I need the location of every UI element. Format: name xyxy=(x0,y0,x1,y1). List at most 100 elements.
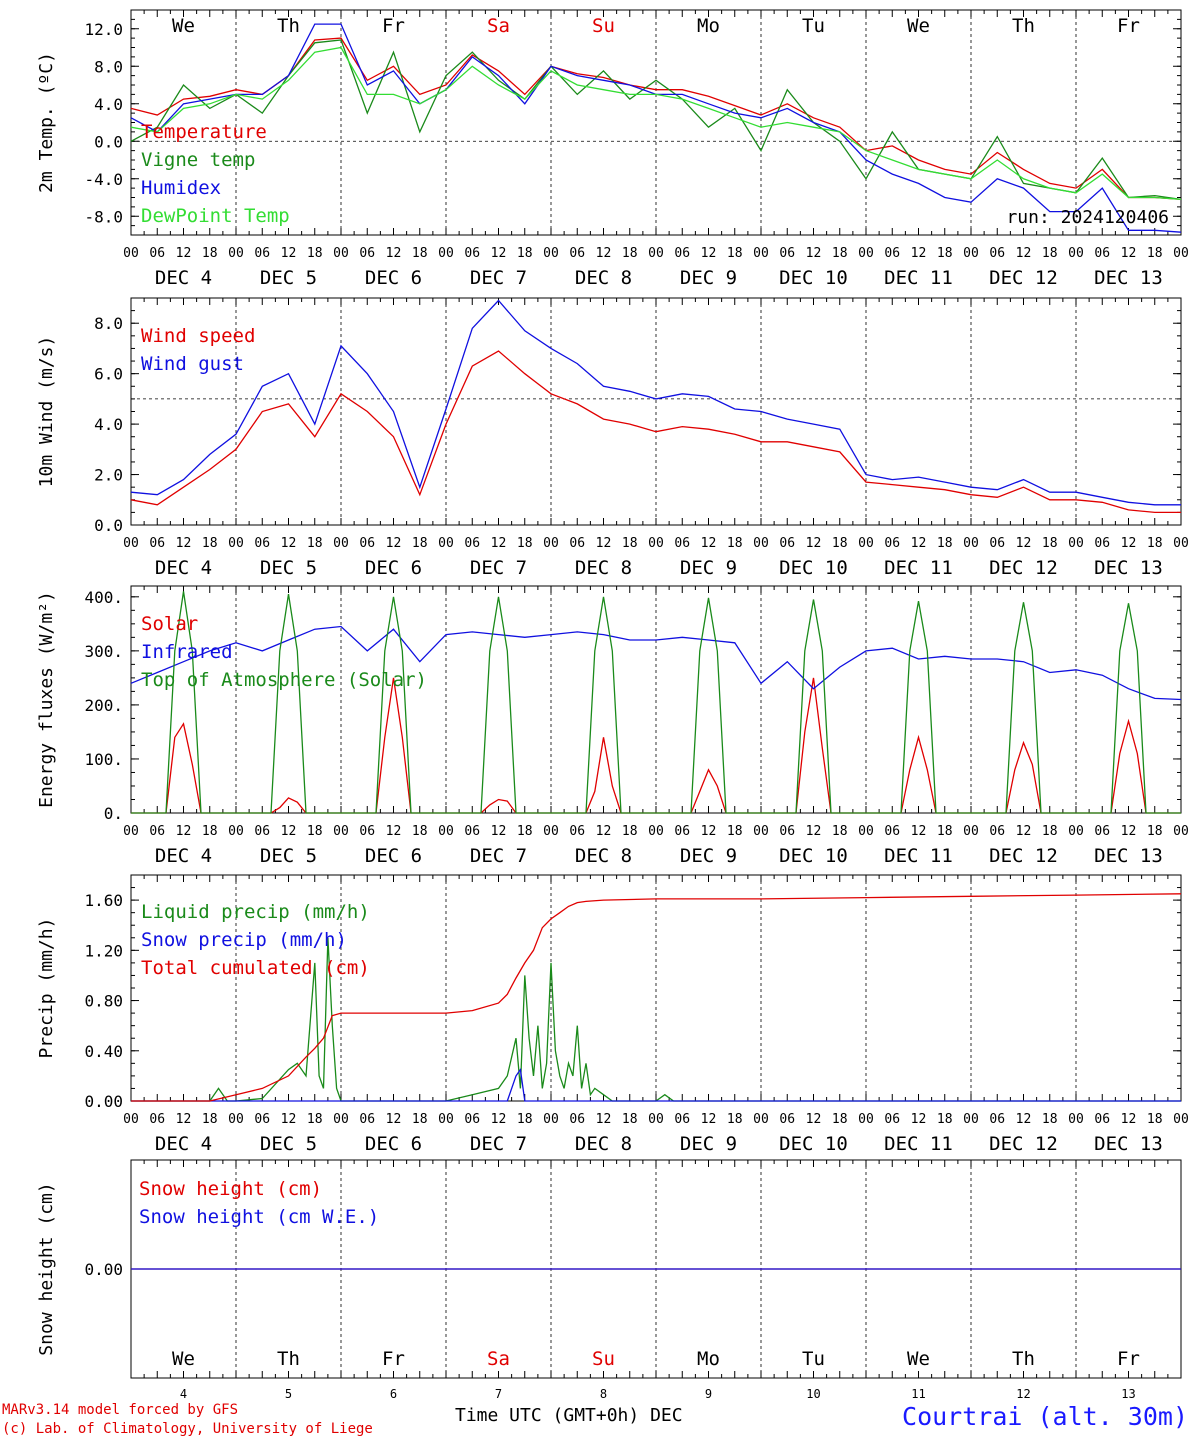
hour-tick-label: 06 xyxy=(254,246,270,261)
hour-tick-label: 00 xyxy=(228,246,244,261)
hour-tick-label: 12 xyxy=(386,824,402,839)
wind-ytick-label: 4.0 xyxy=(94,415,123,434)
hour-tick-label: 12 xyxy=(1121,536,1137,551)
hour-tick-label: 12 xyxy=(806,824,822,839)
hour-tick-label: 18 xyxy=(1147,824,1163,839)
day-number-label: 12 xyxy=(1016,1387,1030,1401)
hour-tick-label: 18 xyxy=(937,536,953,551)
date-label: DEC 8 xyxy=(575,267,632,289)
hour-tick-label: 18 xyxy=(307,246,323,261)
energy-ytick-label: 0. xyxy=(104,804,123,823)
date-label: DEC 6 xyxy=(365,557,422,579)
day-number-label: 13 xyxy=(1121,1387,1135,1401)
wind-ytick-label: 6.0 xyxy=(94,365,123,384)
date-label: DEC 8 xyxy=(575,557,632,579)
date-label: DEC 8 xyxy=(575,845,632,867)
day-number-label: 4 xyxy=(180,1387,187,1401)
precip-series-snow-precip-mm-h xyxy=(131,1067,1181,1102)
hour-tick-label: 18 xyxy=(727,824,743,839)
weekday-label: Mo xyxy=(697,15,720,37)
hour-tick-label: 00 xyxy=(438,536,454,551)
hour-tick-label: 18 xyxy=(412,824,428,839)
date-label: DEC 5 xyxy=(260,845,317,867)
date-label: DEC 10 xyxy=(779,845,848,867)
energy-ytick-label: 200. xyxy=(84,696,123,715)
hour-tick-label: 06 xyxy=(569,246,585,261)
precip-ytick-label: 1.60 xyxy=(84,891,123,910)
hour-tick-label: 12 xyxy=(701,824,717,839)
hour-tick-label: 06 xyxy=(884,1112,900,1127)
hour-tick-label: 12 xyxy=(386,536,402,551)
weekday-label: We xyxy=(907,1348,930,1370)
precip-legend-1: Snow precip (mm/h) xyxy=(141,929,347,951)
hour-tick-label: 12 xyxy=(386,246,402,261)
date-label: DEC 4 xyxy=(155,845,212,867)
date-label: DEC 12 xyxy=(989,267,1058,289)
date-label: DEC 11 xyxy=(884,557,953,579)
hour-tick-label: 18 xyxy=(307,536,323,551)
weekday-label: Sa xyxy=(487,1348,510,1370)
hour-tick-label: 18 xyxy=(517,536,533,551)
weekday-label: Tu xyxy=(802,15,825,37)
hour-tick-label: 06 xyxy=(674,246,690,261)
temperature-ylabel: 2m Temp. (ºC) xyxy=(36,52,57,193)
hour-tick-label: 18 xyxy=(832,536,848,551)
precip-ytick-label: 1.20 xyxy=(84,941,123,960)
temperature-ytick-label: -8.0 xyxy=(84,207,123,226)
hour-tick-label: 12 xyxy=(806,536,822,551)
wind-legend-1: Wind gust xyxy=(141,353,244,375)
energy-legend-0: Solar xyxy=(141,613,198,635)
temperature-series-dewpoint-temp xyxy=(130,46,1182,201)
hour-tick-label: 06 xyxy=(569,1112,585,1127)
date-label: DEC 4 xyxy=(155,557,212,579)
snow-legend-1: Snow height (cm W.E.) xyxy=(139,1206,379,1228)
date-label: DEC 12 xyxy=(989,845,1058,867)
precip-legend-0: Liquid precip (mm/h) xyxy=(141,901,370,923)
weekday-label: Fr xyxy=(382,1348,405,1370)
energy-legend-1: Infrared xyxy=(141,641,233,663)
date-label: DEC 8 xyxy=(575,1133,632,1155)
hour-tick-label: 00 xyxy=(333,1112,349,1127)
hour-tick-label: 00 xyxy=(333,824,349,839)
hour-tick-label: 00 xyxy=(228,1112,244,1127)
precip-ylabel: Precip (mm/h) xyxy=(36,918,57,1059)
hour-tick-label: 00 xyxy=(1068,1112,1084,1127)
hour-tick-label: 12 xyxy=(386,1112,402,1127)
temperature-ytick-label: 0.0 xyxy=(94,132,123,151)
hour-tick-label: 18 xyxy=(937,1112,953,1127)
energy-series-infrared xyxy=(130,625,1182,701)
hour-tick-label: 12 xyxy=(1016,1112,1032,1127)
hour-tick-label: 06 xyxy=(884,246,900,261)
hour-tick-label: 06 xyxy=(989,824,1005,839)
date-label: DEC 11 xyxy=(884,845,953,867)
wind-series-wind-speed xyxy=(130,350,1181,514)
hour-tick-label: 18 xyxy=(1042,824,1058,839)
hour-tick-label: 06 xyxy=(674,1112,690,1127)
temperature-legend-3: DewPoint Temp xyxy=(141,205,290,227)
hour-tick-label: 06 xyxy=(884,824,900,839)
hour-tick-label: 06 xyxy=(884,536,900,551)
hour-tick-label: 06 xyxy=(149,246,165,261)
hour-tick-label: 06 xyxy=(359,246,375,261)
day-number-label: 6 xyxy=(390,1387,397,1401)
hour-tick-label: 00 xyxy=(333,536,349,551)
credit-note: (c) Lab. of Climatology, University of L… xyxy=(2,1421,373,1437)
weekday-label: Su xyxy=(592,1348,615,1370)
hour-tick-label: 00 xyxy=(648,536,664,551)
date-label: DEC 6 xyxy=(365,267,422,289)
weekday-label: Fr xyxy=(1117,1348,1140,1370)
hour-tick-label: 00 xyxy=(123,246,139,261)
hour-tick-label: 12 xyxy=(491,824,507,839)
energy-ylabel: Energy fluxes (W/m²) xyxy=(36,591,57,808)
hour-tick-label: 00 xyxy=(1173,536,1189,551)
hour-tick-label: 00 xyxy=(753,536,769,551)
hour-tick-label: 00 xyxy=(648,1112,664,1127)
temperature-frame xyxy=(130,9,1182,236)
hour-tick-label: 18 xyxy=(1147,1112,1163,1127)
hour-tick-label: 06 xyxy=(149,536,165,551)
hour-tick-label: 00 xyxy=(123,824,139,839)
hour-tick-label: 12 xyxy=(596,536,612,551)
temperature-legend-1: Vigne temp xyxy=(141,149,255,171)
wind-ytick-label: 0.0 xyxy=(94,516,123,535)
energy-ytick-label: 100. xyxy=(84,750,123,769)
